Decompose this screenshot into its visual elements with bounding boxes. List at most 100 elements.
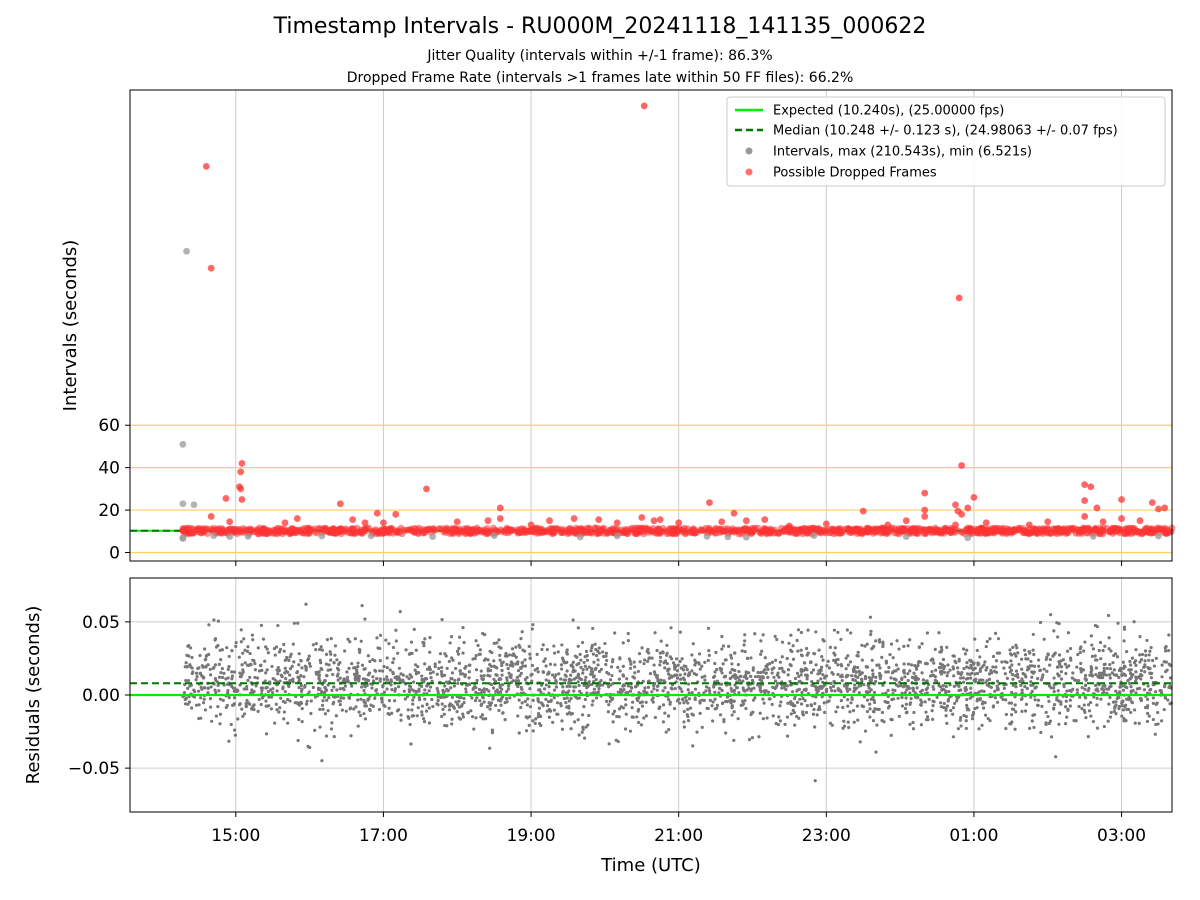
residual-point <box>761 676 765 680</box>
residual-point <box>796 649 800 653</box>
residual-point <box>1119 684 1123 689</box>
residual-point <box>1106 719 1110 723</box>
dropped-point <box>348 526 356 534</box>
residual-point <box>473 656 477 661</box>
residual-point <box>218 648 222 652</box>
residual-point <box>891 656 895 660</box>
residual-point <box>564 650 569 655</box>
residual-point <box>1156 722 1160 726</box>
residual-point <box>993 631 998 636</box>
residual-point <box>759 652 763 656</box>
residual-point <box>329 652 333 656</box>
residual-point <box>607 685 611 689</box>
residual-point <box>1151 701 1155 705</box>
residual-point <box>780 640 785 644</box>
residual-point <box>593 642 597 646</box>
residual-point <box>1003 672 1007 676</box>
residual-point <box>583 678 587 683</box>
residual-point <box>653 672 657 676</box>
residual-point <box>333 644 338 648</box>
residual-point <box>674 673 679 677</box>
residual-point <box>638 701 642 705</box>
residual-point <box>944 684 948 689</box>
residual-point <box>727 644 731 648</box>
residual-point <box>1104 673 1109 677</box>
residual-point <box>917 645 921 650</box>
interval-point <box>244 532 252 540</box>
residual-point <box>652 663 656 667</box>
residual-point <box>245 687 249 691</box>
residual-point <box>768 697 772 701</box>
residual-point <box>488 649 492 653</box>
residual-point <box>836 705 840 709</box>
residual-point <box>993 689 997 693</box>
residual-point <box>805 668 809 672</box>
residual-point <box>993 696 997 700</box>
dropped-point <box>414 529 422 537</box>
residual-point <box>518 674 522 678</box>
residual-point <box>821 673 825 677</box>
residual-point <box>1134 691 1138 695</box>
residual-point <box>919 698 923 702</box>
residual-point <box>454 666 458 671</box>
residual-point <box>240 672 244 677</box>
residual-point <box>916 660 921 665</box>
residual-point <box>457 699 461 703</box>
residual-point <box>570 712 574 716</box>
residual-point <box>1030 670 1034 674</box>
residual-point <box>440 702 444 706</box>
residual-point <box>944 690 948 695</box>
residual-point <box>433 664 437 669</box>
residual-point <box>476 643 480 648</box>
residual-point <box>638 660 642 664</box>
residual-point <box>789 712 793 716</box>
residual-point <box>841 705 845 710</box>
bottom-reference-lines <box>130 682 1172 697</box>
residual-point <box>428 685 433 689</box>
residual-point <box>707 653 711 657</box>
residual-point <box>908 638 912 642</box>
residual-point <box>499 646 503 650</box>
residual-point <box>856 650 860 654</box>
residual-point <box>401 673 406 677</box>
residual-point <box>597 687 601 691</box>
residual-point <box>1081 668 1086 672</box>
residual-point <box>207 623 211 627</box>
bottom-residual-points <box>181 602 1173 783</box>
dropped-point <box>730 527 738 535</box>
residual-point <box>317 688 321 692</box>
residual-point <box>515 675 519 680</box>
residual-point <box>352 672 357 676</box>
residual-point <box>812 651 816 656</box>
residual-point <box>246 663 250 667</box>
residual-point <box>543 657 547 661</box>
residual-point <box>242 712 247 716</box>
residual-point <box>450 677 454 681</box>
dropped-point <box>1132 527 1140 535</box>
residual-point <box>829 685 833 690</box>
residual-point <box>194 703 199 707</box>
interval-point <box>742 533 750 541</box>
residual-point <box>473 699 478 703</box>
residual-point <box>357 710 361 714</box>
residual-point <box>1009 701 1014 705</box>
residual-point <box>1097 671 1102 675</box>
residual-point <box>338 703 342 707</box>
dropped-point <box>1161 504 1169 512</box>
residual-point <box>192 688 196 692</box>
residual-point <box>925 691 929 695</box>
residual-point <box>190 706 194 710</box>
residual-point <box>720 701 725 706</box>
residual-point <box>430 679 434 683</box>
residual-point <box>420 704 425 708</box>
residual-point <box>865 698 870 702</box>
residual-point <box>933 675 937 679</box>
residual-point <box>1020 657 1024 661</box>
residual-point <box>647 656 651 661</box>
residual-point <box>981 678 985 682</box>
residual-point <box>750 678 755 682</box>
residual-point <box>683 672 687 676</box>
residual-point <box>1129 668 1133 672</box>
residual-point <box>708 698 712 702</box>
dropped-point <box>1069 525 1076 533</box>
